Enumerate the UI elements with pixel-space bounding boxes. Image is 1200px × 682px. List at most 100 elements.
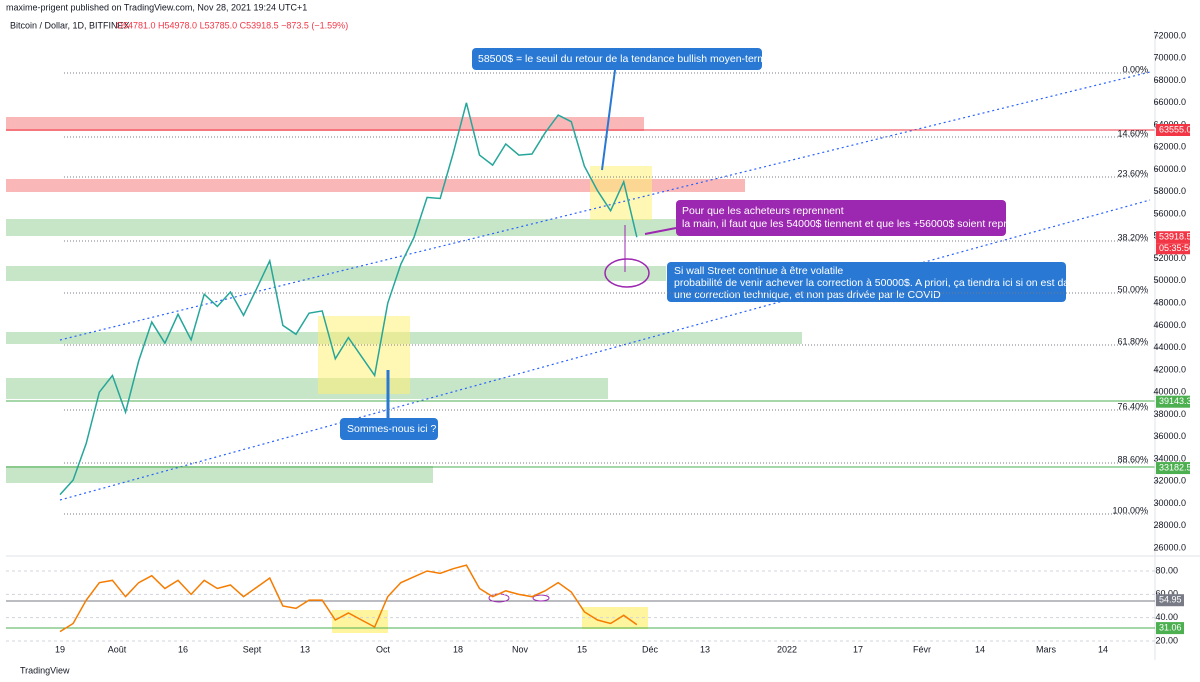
zones	[6, 117, 802, 633]
highlight	[332, 610, 388, 633]
x-tick-label: Févr	[913, 644, 931, 654]
highlight	[590, 166, 652, 220]
rsi-tag	[1156, 594, 1184, 607]
price-tag	[1156, 123, 1190, 136]
y-tick-label: 28000.0	[1153, 520, 1186, 530]
support-zone	[6, 266, 666, 281]
callout-text: la main, il faut que les 54000$ tiennent…	[682, 218, 1017, 230]
callout-pointer	[601, 69, 616, 171]
rsi-tag-label: 31.06	[1159, 622, 1182, 632]
x-tick-label: 15	[577, 644, 587, 654]
callout-pointer	[644, 227, 677, 235]
trend-line	[59, 199, 1151, 501]
x-tick-label: 2022	[777, 644, 797, 654]
callout-text: une correction technique, et non pas dri…	[674, 289, 941, 301]
fib-label: 50.00%	[1117, 284, 1148, 294]
fib-label: 0.00%	[1122, 64, 1148, 74]
y-tick-label: 56000.0	[1153, 208, 1186, 218]
resistance-zone	[6, 117, 644, 131]
y-tick-label: 60000.0	[1153, 164, 1186, 174]
price-tag-label: 63555.0	[1159, 124, 1192, 134]
footer: TradingView	[20, 665, 70, 675]
x-tick-label: Sept	[243, 644, 262, 654]
x-tick-label: Août	[108, 644, 127, 654]
price-tag-label: 53918.5	[1159, 232, 1192, 242]
fib-label: 100.00%	[1112, 505, 1148, 515]
y-tick-label: 80.00	[1155, 565, 1178, 575]
callout-text: Si wall Street continue à être volatile	[674, 265, 843, 277]
price-tag	[1156, 395, 1190, 408]
price-tag	[1156, 462, 1190, 475]
y-tick-label: 30000.0	[1153, 498, 1186, 508]
footer-bar	[0, 662, 1200, 682]
countdown-tag	[1156, 243, 1190, 255]
rsi-tag-label: 54.95	[1159, 595, 1182, 605]
x-tick-label: 14	[1098, 644, 1108, 654]
y-tick-label: 48000.0	[1153, 298, 1186, 308]
fib-label: 88.60%	[1117, 454, 1148, 464]
support-zone	[6, 219, 736, 236]
price-tag-label: 39143.3	[1159, 396, 1192, 406]
fib-label: 61.80%	[1117, 336, 1148, 346]
callout	[676, 200, 1006, 236]
x-tick-label: Mars	[1036, 644, 1056, 654]
callout	[340, 418, 438, 440]
symbol: Bitcoin / Dollar, 1D, BITFINEX	[10, 20, 130, 30]
circle-mark	[604, 258, 650, 288]
y-tick-label: 60.00	[1155, 589, 1178, 599]
x-tick-label: Nov	[512, 644, 529, 654]
countdown: 05:35:50	[1159, 243, 1194, 253]
x-tick-label: 17	[853, 644, 863, 654]
y-tick-label: 66000.0	[1153, 97, 1186, 107]
y-tick-label: 70000.0	[1153, 53, 1186, 63]
y-tick-label: 58000.0	[1153, 186, 1186, 196]
x-tick-label: Oct	[376, 644, 391, 654]
y-tick-label: 62000.0	[1153, 142, 1186, 152]
x-tick-label: Déc	[642, 644, 659, 654]
circle-mark	[532, 594, 550, 602]
y-tick-label: 40.00	[1155, 612, 1178, 622]
y-tick-label: 42000.0	[1153, 364, 1186, 374]
y-tick-label: 40000.0	[1153, 387, 1186, 397]
trend-lines	[59, 71, 1151, 501]
y-tick-label: 36000.0	[1153, 431, 1186, 441]
price-tag-label: 33182.5	[1159, 462, 1192, 472]
y-tick-label: 46000.0	[1153, 320, 1186, 330]
fib-label: 14.60%	[1117, 128, 1148, 138]
rsi-tag	[1156, 622, 1184, 635]
ohlc: O54781.0 H54978.0 L53785.0 C53918.5 −873…	[116, 20, 348, 30]
fib-label: 38.20%	[1117, 232, 1148, 242]
y-tick-label: 68000.0	[1153, 75, 1186, 85]
callout-text: probabilité de venir achever la correcti…	[674, 277, 1080, 289]
callout	[667, 262, 1066, 302]
price-tag	[1156, 231, 1190, 244]
y-tick-label: 72000.0	[1153, 30, 1186, 40]
resistance-zone	[6, 179, 745, 192]
y-tick-label: 26000.0	[1153, 542, 1186, 552]
y-tick-label: 44000.0	[1153, 342, 1186, 352]
fib-label: 76.40%	[1117, 401, 1148, 411]
x-tick-label: 13	[700, 644, 710, 654]
y-tick-label: 38000.0	[1153, 409, 1186, 419]
trend-line	[59, 71, 1151, 341]
x-tick-label: 13	[300, 644, 310, 654]
highlight	[318, 316, 410, 394]
support-zone	[6, 466, 433, 483]
annotations: 58500$ = le seuil du retour de la tendan…	[340, 48, 1080, 603]
y-tick-label: 50000.0	[1153, 275, 1186, 285]
y-tick-label: 32000.0	[1153, 476, 1186, 486]
publisher: maxime-prigent published on TradingView.…	[6, 2, 307, 12]
callout-text: Sommes-nous ici ?	[347, 423, 436, 435]
x-tick-label: 14	[975, 644, 985, 654]
callout-text: 58500$ = le seuil du retour de la tendan…	[478, 53, 772, 65]
support-zone	[6, 378, 608, 399]
rsi-line	[59, 564, 638, 633]
y-tick-label: 52000.0	[1153, 253, 1186, 263]
x-tick-label: 18	[453, 644, 463, 654]
y-tick-label: 34000.0	[1153, 453, 1186, 463]
y-tick-label: 20.00	[1155, 635, 1178, 645]
x-tick-label: 16	[178, 644, 188, 654]
callout	[472, 48, 762, 70]
x-tick-label: 19	[55, 644, 65, 654]
